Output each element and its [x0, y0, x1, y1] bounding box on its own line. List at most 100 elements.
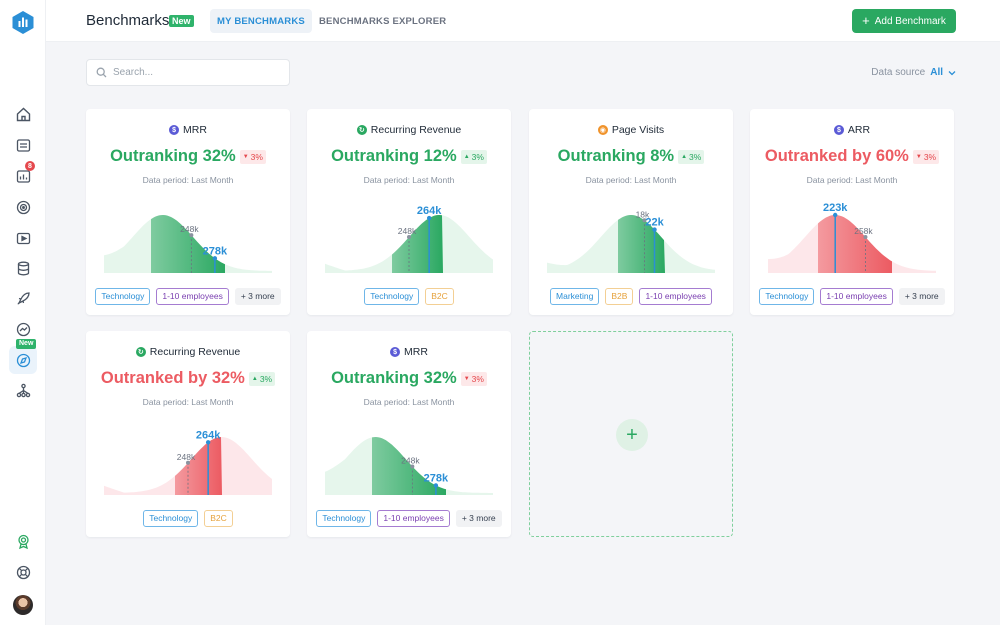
home-icon: [16, 107, 30, 121]
more-tags-button[interactable]: + 3 more: [455, 510, 502, 527]
avatar[interactable]: [13, 595, 33, 615]
benchmark-card[interactable]: ↻ Recurring Revenue Outranked by 32% ▲ 3% Dat…: [86, 331, 290, 537]
add-benchmark-card[interactable]: +: [529, 331, 733, 537]
data-source-filter[interactable]: Data source All: [871, 67, 956, 78]
benchmark-card[interactable]: $ ARR Outranked by 60% ▼ 3% Data period: Last…: [750, 109, 954, 315]
database-icon: [17, 261, 29, 275]
performance-icon: [16, 322, 30, 336]
benchmark-card[interactable]: ↻ Recurring Revenue Outranking 12% ▲ 3% Data …: [307, 109, 511, 315]
header: Benchmarks New MY BENCHMARKS BENCHMARKS …: [46, 0, 1000, 42]
card-header: $ MRR: [307, 346, 511, 358]
delta-badge: ▼ 3%: [912, 149, 940, 164]
nav-awards[interactable]: [9, 527, 37, 555]
your-value-label: 278k: [203, 245, 228, 257]
notification-badge: 8: [25, 161, 35, 171]
nav-hierarchy[interactable]: [9, 376, 37, 404]
data-period: Data period: Last Month: [585, 175, 677, 185]
page-title: Benchmarks: [86, 12, 170, 29]
rank-text: Outranking 12%: [331, 147, 457, 165]
more-tags-button[interactable]: + 3 more: [234, 288, 281, 305]
peer-value-label: 18k: [636, 209, 650, 219]
triangle-up-icon: ▲: [681, 153, 688, 160]
peer-range-area: [818, 215, 892, 273]
nav-goals[interactable]: [9, 193, 37, 221]
distribution-chart: 248k 278k: [104, 215, 272, 273]
delta-badge: ▼ 3%: [460, 371, 487, 386]
nav-benchmarks[interactable]: New: [9, 339, 37, 374]
card-header: ◉ Page Visits: [529, 124, 733, 136]
goal-icon: [16, 200, 30, 214]
your-marker-dot: [205, 440, 211, 445]
rank-text: Outranked by 32%: [100, 369, 245, 387]
tag: Marketing: [550, 288, 600, 305]
add-benchmark-button[interactable]: + Add Benchmark: [852, 9, 956, 33]
rank-row: Outranking 12% ▲ 3%: [307, 147, 511, 166]
your-value-label: 223k: [823, 202, 848, 214]
rank-text: Outranking 32%: [110, 147, 236, 165]
data-period: Data period: Last Month: [142, 397, 234, 407]
distribution-chart: 248k 278k: [325, 437, 493, 495]
tag-list: Technology B2C: [86, 510, 290, 527]
peer-marker-dot: [186, 460, 190, 465]
tag: 1-10 employees: [820, 288, 893, 305]
delta-badge: ▼ 3%: [239, 149, 266, 164]
triangle-down-icon: ▼: [242, 153, 249, 160]
delta-badge: ▲ 3%: [678, 149, 705, 164]
data-period: Data period: Last Month: [363, 397, 455, 407]
peer-value-label: 248k: [401, 455, 420, 465]
rank-row: Outranking 32% ▼ 3%: [307, 369, 511, 388]
plus-icon[interactable]: +: [616, 419, 648, 451]
triangle-down-icon: ▼: [915, 153, 922, 160]
search-input[interactable]: [113, 67, 273, 78]
peer-marker-dot: [407, 235, 411, 240]
your-marker-dot: [833, 212, 838, 218]
rank-row: Outranked by 60% ▼ 3%: [750, 147, 954, 166]
search-icon: [96, 67, 107, 78]
your-value-label: 264k: [196, 429, 221, 441]
tag: 1-10 employees: [377, 510, 450, 527]
card-header: $ ARR: [750, 124, 954, 136]
tab-my-benchmarks[interactable]: MY BENCHMARKS: [210, 9, 312, 33]
nav-database[interactable]: [9, 254, 37, 282]
tab-benchmarks-explorer[interactable]: BENCHMARKS EXPLORER: [319, 15, 447, 27]
tag: Technology: [316, 510, 372, 527]
metric-name: ARR: [847, 124, 871, 136]
search-box[interactable]: [86, 59, 290, 86]
logo-icon[interactable]: [12, 11, 34, 34]
delta-badge: ▲ 3%: [248, 371, 276, 386]
benchmark-card[interactable]: $ MRR Outranking 32% ▼ 3% Data period: Last M…: [307, 331, 511, 537]
nav-reports[interactable]: 8: [9, 161, 37, 190]
more-tags-button[interactable]: + 3 more: [898, 288, 945, 305]
award-icon: [17, 534, 29, 549]
rocket-icon: [17, 291, 30, 304]
peer-marker-dot: [189, 233, 194, 238]
nav-video[interactable]: [9, 224, 37, 252]
video-icon: [16, 232, 30, 244]
nav-help[interactable]: [9, 558, 37, 586]
nav-launch[interactable]: [9, 284, 37, 312]
rank-row: Outranking 32% ▼ 3%: [86, 147, 290, 166]
nav-new-badge: New: [16, 339, 37, 349]
benchmark-card[interactable]: $ MRR Outranking 32% ▼ 3% Data period: Last M…: [86, 109, 290, 315]
metric-name: Page Visits: [611, 124, 665, 136]
revenue-icon: ↻: [356, 125, 367, 135]
triangle-down-icon: ▼: [463, 375, 470, 382]
your-value-label: 278k: [424, 472, 449, 484]
metric-name: Recurring Revenue: [370, 124, 462, 136]
tag-list: Technology 1-10 employees + 3 more: [307, 510, 511, 527]
tag: B2B: [605, 288, 634, 305]
your-marker-dot: [426, 215, 432, 221]
distribution-chart: 258k 223k: [768, 202, 936, 273]
data-icon: [16, 138, 30, 152]
nav-home[interactable]: [9, 100, 37, 128]
rank-row: Outranked by 32% ▲ 3%: [86, 369, 290, 388]
revenue-icon: ↻: [135, 347, 146, 357]
nav-data[interactable]: [9, 131, 37, 159]
nav-performance[interactable]: [9, 315, 37, 343]
peer-range-area: [372, 437, 446, 495]
your-marker-dot: [433, 483, 439, 488]
data-source-value[interactable]: All: [930, 67, 943, 78]
benchmark-card[interactable]: ◉ Page Visits Outranking 8% ▲ 3% Data period:…: [529, 109, 733, 315]
